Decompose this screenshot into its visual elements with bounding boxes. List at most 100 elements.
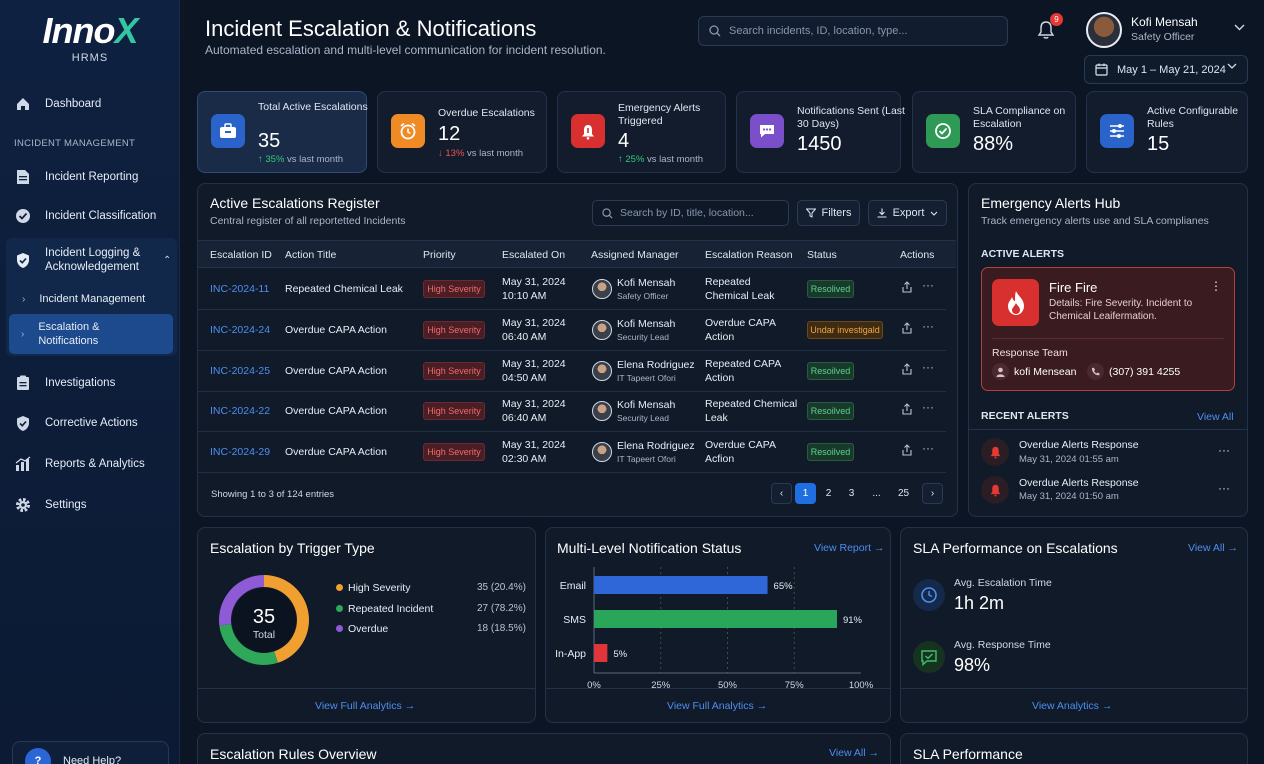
table-row[interactable]: INC-2024-24 Overdue CAPA Action High Sever… [198,310,946,351]
view-full-analytics-link[interactable]: View Full Analytics → [667,700,767,712]
sla-performance-bottom-panel [900,733,1248,764]
sla-view-all-link[interactable]: View All → [1188,542,1238,554]
status-badge: Resoilved [807,362,854,380]
rules-view-all-link[interactable]: View All → [829,747,879,759]
kpi-label: SLA Compliance on Escalation [973,105,1066,130]
link-label: View All [1188,542,1225,554]
divider [969,429,1247,430]
sidebar-subitem-escalation[interactable]: › Escalation & Notifications [9,314,173,354]
sla-title: SLA Performance on Escalations [913,540,1118,556]
bar-value-label: 65% [774,581,794,592]
global-search-input[interactable]: Search incidents, ID, location, type... [698,16,1008,46]
more-horizontal-icon[interactable]: ··· [922,360,934,374]
legend-dot-repeated [336,605,343,612]
pager-page-25[interactable]: 25 [897,488,910,499]
escalated-time: 06:40 AM [502,331,547,343]
column-header[interactable]: Escalation ID [210,249,272,261]
kpi-trend-value: 25% [625,154,645,165]
share-icon[interactable] [901,403,913,415]
manager-name: Kofi Mensah [617,399,676,411]
global-search-placeholder: Search incidents, ID, location, type... [729,25,908,37]
sidebar-item-settings[interactable]: Settings [6,487,174,523]
alert-card-title: Fire Fire [1049,280,1098,295]
chevron-down-icon[interactable] [1234,24,1245,31]
escalation-id-link[interactable]: INC-2024-11 [210,283,270,295]
sidebar-subitem-label: Incident Management [39,293,146,305]
sidebar-subitem-incident-management[interactable]: › Incident Management [10,292,172,306]
escalation-id-link[interactable]: INC-2024-29 [210,446,271,458]
more-horizontal-icon[interactable]: ··· [922,319,934,333]
active-alert-card[interactable]: Fire Fire Details: Fire Severity. Incide… [981,267,1235,391]
kpi-active-rules[interactable]: Active Configurable Rules 15 [1086,91,1248,173]
more-horizontal-icon[interactable]: ··· [922,278,934,292]
sidebar-subitem-label: Escalation & Notifications [38,321,100,347]
kpi-emergency[interactable]: Emergency Alerts Triggered 4 ↑ 25% vs la… [557,91,726,173]
sidebar-item-incident-classification[interactable]: Incident Classification [6,198,174,234]
view-analytics-link[interactable]: View Analytics → [1032,700,1112,712]
kpi-total-active[interactable]: Total Active Escalations 35 ↑ 35% vs las… [197,91,368,173]
x-tick-label: 0% [587,680,601,691]
priority-badge: High Severity [423,443,485,461]
sidebar-item-dashboard[interactable]: Dashboard [6,86,174,122]
user-name: Kofi Mensah [1131,15,1198,29]
more-horizontal-icon[interactable]: ··· [922,441,934,455]
export-label: Export [892,207,925,219]
sidebar-item-reports[interactable]: Reports & Analytics [6,446,174,482]
sidebar-item-corrective-actions[interactable]: Corrective Actions [6,405,174,441]
escalated-time: 02:30 AM [502,453,547,465]
more-vertical-icon[interactable]: ⋮ [1210,279,1222,293]
pager-page-1[interactable]: 1 [795,483,816,504]
column-header[interactable]: Escalation Reason [705,249,793,261]
recent-alerts-view-all-link[interactable]: View All [1197,411,1234,423]
date-range-picker[interactable]: May 1 – May 21, 2024 [1084,55,1248,84]
register-search-input[interactable]: Search by ID, title, location... [592,200,789,226]
share-icon[interactable] [901,363,913,375]
recent-alert-title[interactable]: Overdue Alerts Response [1019,439,1139,451]
pager-prev-button[interactable]: ‹ [771,483,792,504]
sidebar-item-incident-logging[interactable]: Incident Logging & Acknowledgement ⌃ [6,240,174,280]
table-row[interactable]: INC-2024-22 Overdue CAPA Action High Sever… [198,391,946,432]
column-header[interactable]: Escalated On [502,249,566,261]
kpi-sla-compliance[interactable]: SLA Compliance on Escalation 88% [912,91,1076,173]
user-avatar[interactable] [1086,12,1122,48]
sidebar-item-investigations[interactable]: Investigations [6,365,174,401]
x-tick-label: 100% [849,680,874,691]
kpi-notifications[interactable]: Notifications Sent (Last 30 Days) 1450 [736,91,905,173]
column-header[interactable]: Priority [423,249,456,261]
pager-next-button[interactable]: › [922,483,943,504]
more-horizontal-icon[interactable]: ··· [922,400,934,414]
more-horizontal-icon[interactable]: ··· [1218,443,1230,457]
pager-page-2[interactable]: 2 [825,488,832,499]
column-header[interactable]: Assigned Manager [591,249,679,261]
kpi-overdue[interactable]: Overdue Escalations 12 ↓ 13% vs last mon… [377,91,547,173]
escalated-time: 06:40 AM [502,412,547,424]
more-horizontal-icon[interactable]: ··· [1218,481,1230,495]
export-button[interactable]: Export [868,200,947,226]
share-icon[interactable] [901,322,913,334]
pager-page-3[interactable]: 3 [848,488,855,499]
share-icon[interactable] [901,281,913,293]
sidebar-item-label: Dashboard [45,98,102,110]
page-title: Incident Escalation & Notifications [205,16,537,41]
manager-role: IT Tapeert Ofori [617,454,676,464]
share-icon[interactable] [901,444,913,456]
filters-button[interactable]: Filters [797,200,860,226]
recent-alert-title[interactable]: Overdue Alerts Response [1019,477,1139,489]
calendar-icon [1095,63,1108,76]
view-full-analytics-link[interactable]: View Full Analytics → [315,700,415,712]
view-report-link[interactable]: View Report → [814,542,884,554]
table-row[interactable]: INC-2024-11 Repeated Chemical Leak High Se… [198,269,946,310]
response-team-phone[interactable]: (307) 391 4255 [1109,366,1181,378]
bell-icon[interactable] [1036,20,1056,40]
escalation-id-link[interactable]: INC-2024-24 [210,324,271,336]
column-header[interactable]: Status [807,249,837,261]
table-row[interactable]: INC-2024-25 Overdue CAPA Action High Sever… [198,351,946,392]
escalation-id-link[interactable]: INC-2024-25 [210,365,271,377]
chevron-down-icon [930,211,938,216]
escalation-id-link[interactable]: INC-2024-22 [210,405,271,417]
sidebar-item-incident-reporting[interactable]: Incident Reporting [6,159,174,195]
table-row[interactable]: INC-2024-29 Overdue CAPA Action High Sever… [198,432,946,473]
download-icon [877,208,887,218]
column-header[interactable]: Action Title [285,249,337,261]
help-button[interactable]: ? Need Help? [12,741,169,764]
